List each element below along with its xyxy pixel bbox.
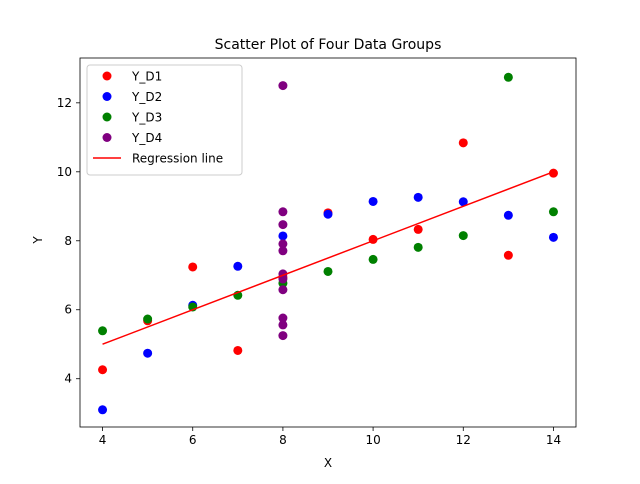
data-point	[413, 224, 423, 234]
legend-label: Y_D1	[131, 70, 162, 84]
data-point	[143, 348, 153, 358]
data-point	[278, 331, 288, 341]
y-tick-label: 8	[64, 234, 72, 248]
x-axis-label: X	[324, 456, 332, 470]
data-point	[548, 168, 558, 178]
data-point	[98, 326, 108, 336]
legend-label: Y_D2	[131, 90, 162, 104]
legend-item: Y_D4	[102, 131, 162, 145]
y-tick-label: 4	[64, 372, 72, 386]
data-point	[278, 246, 288, 256]
x-tick-label: 6	[189, 433, 197, 447]
data-point	[143, 314, 153, 324]
data-point	[278, 313, 288, 323]
legend-marker	[102, 112, 112, 122]
data-point	[503, 72, 513, 82]
legend: Y_D1 Y_D2 Y_D3 Y_D4 Regression line	[86, 64, 243, 176]
data-point	[323, 266, 333, 276]
x-tick-label: 8	[279, 433, 287, 447]
data-point	[503, 210, 513, 220]
legend-marker	[102, 71, 112, 81]
data-point	[368, 196, 378, 206]
x-tick-label: 4	[99, 433, 107, 447]
data-point	[278, 285, 288, 295]
y-tick-label: 10	[57, 165, 72, 179]
x-tick-label: 10	[365, 433, 380, 447]
data-point	[548, 207, 558, 217]
legend-item: Y_D2	[102, 90, 162, 104]
data-point	[503, 250, 513, 260]
legend-label: Regression line	[132, 152, 223, 166]
data-point	[458, 231, 468, 241]
data-point	[548, 232, 558, 242]
x-tick-label: 14	[546, 433, 561, 447]
series-y-d4	[278, 81, 288, 341]
legend-item: Y_D1	[102, 70, 162, 84]
data-point	[413, 242, 423, 252]
data-point	[278, 239, 288, 249]
data-point	[278, 220, 288, 230]
regression-line	[102, 171, 554, 345]
legend-label: Y_D3	[131, 111, 162, 125]
data-point	[278, 81, 288, 91]
legend-label: Y_D4	[131, 131, 162, 145]
data-point	[188, 262, 198, 272]
data-point	[98, 365, 108, 375]
data-point	[458, 138, 468, 148]
data-point	[413, 192, 423, 202]
data-point	[278, 231, 288, 241]
legend-box	[86, 64, 243, 176]
series-y-d3	[98, 72, 558, 336]
x-tick-label: 12	[456, 433, 471, 447]
y-axis-label: Y	[31, 236, 45, 245]
legend-marker	[102, 92, 112, 101]
series-y-d2	[98, 192, 558, 415]
axes-layer: 4 6 8 10 12 14 4 6 8 10 12	[57, 57, 577, 447]
plot-frame	[79, 57, 577, 428]
y-tick-label: 6	[64, 303, 72, 317]
data-point	[323, 209, 333, 219]
data-point	[368, 254, 378, 264]
legend-item: Regression line	[93, 152, 223, 166]
data-point	[98, 405, 108, 415]
data-point	[233, 345, 243, 355]
data-point	[233, 261, 243, 271]
legend-item: Y_D3	[102, 111, 162, 125]
y-tick-label: 12	[57, 96, 72, 110]
legend-marker	[102, 133, 112, 142]
data-point	[278, 207, 288, 217]
series-layer	[98, 72, 558, 415]
chart-title: Scatter Plot of Four Data Groups	[215, 37, 442, 53]
data-point	[278, 320, 288, 330]
data-point	[458, 197, 468, 207]
